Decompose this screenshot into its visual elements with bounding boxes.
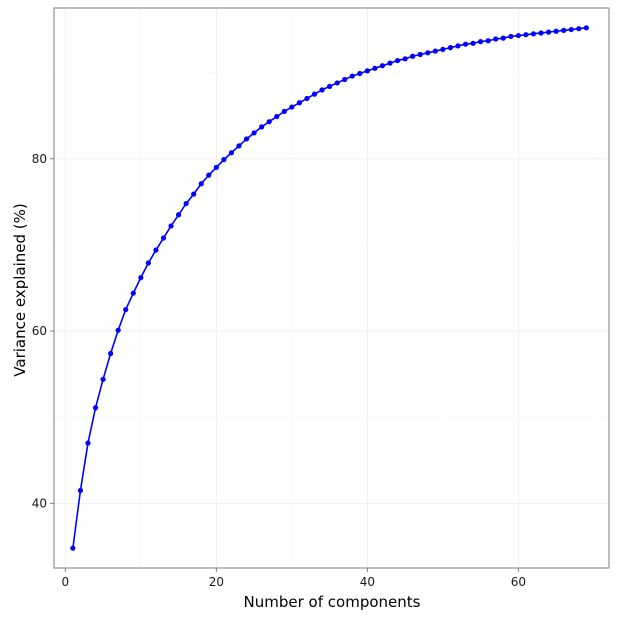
data-point [394,57,401,64]
data-point [236,143,242,149]
data-point [168,223,174,229]
data-point [576,26,582,32]
data-point [243,136,250,142]
data-point [545,29,552,35]
data-point [568,26,574,33]
data-point [206,172,212,178]
data-point [553,28,559,34]
data-point [198,181,204,187]
data-point [387,60,393,66]
data-point [417,51,423,58]
data-point [108,350,114,357]
data-point [85,440,91,446]
data-point [470,40,476,46]
data-point [191,191,197,197]
data-point [274,113,280,120]
data-point [508,33,514,40]
data-point [251,130,257,136]
data-point [530,31,537,37]
data-point [485,38,491,44]
data-point [100,376,106,382]
data-point [130,290,136,296]
data-point [145,260,151,266]
data-point [259,124,265,130]
data-point [175,212,182,218]
data-point [478,39,484,45]
x-axis-title: Number of components [244,593,421,611]
data-point [379,63,386,69]
data-point [153,247,159,253]
plot-background [54,8,609,568]
data-point [213,164,219,170]
data-point [440,46,446,52]
data-point [70,545,76,551]
data-point [77,487,84,494]
data-point [357,70,363,77]
x-tick-label: 40 [360,575,375,589]
data-point [183,200,189,207]
data-point [228,150,235,156]
data-point [500,35,506,41]
grid-lines [54,8,609,568]
data-point [515,32,521,39]
plot-panel-border [53,7,610,569]
data-point [342,76,348,83]
x-tick-label: 0 [62,575,70,589]
y-tick-label: 40 [32,496,47,510]
series-layer [70,25,589,551]
data-point [538,30,544,36]
data-point [583,25,589,31]
y-tick-label: 60 [32,324,47,338]
data-point [523,32,529,38]
data-point [334,80,340,86]
y-axis-title: Variance explained (%) [11,203,29,376]
data-point [447,45,454,51]
data-point [115,327,121,333]
data-point [123,306,129,313]
data-point [296,100,303,106]
data-point [160,235,167,241]
data-point [138,275,144,281]
data-point [266,119,272,125]
data-point [432,48,438,54]
y-tick-label: 80 [32,152,47,166]
data-point [92,405,99,411]
data-point [410,53,416,59]
data-point [561,27,567,33]
x-tick-label: 60 [511,575,526,589]
data-point [462,41,469,47]
data-point [364,68,370,74]
data-point [327,83,333,89]
data-point [281,108,287,114]
data-point [402,56,408,62]
data-point [221,157,227,163]
data-point [311,91,318,97]
x-tick-label: 20 [209,575,224,589]
data-point [349,73,355,79]
axis-layer: 0 20 40 60 40 60 80 [32,152,526,589]
data-point [372,65,378,71]
data-point [455,43,461,49]
data-point [493,36,499,42]
data-point [425,50,431,56]
data-point [304,95,310,102]
data-point [319,87,325,93]
data-point [289,104,295,110]
